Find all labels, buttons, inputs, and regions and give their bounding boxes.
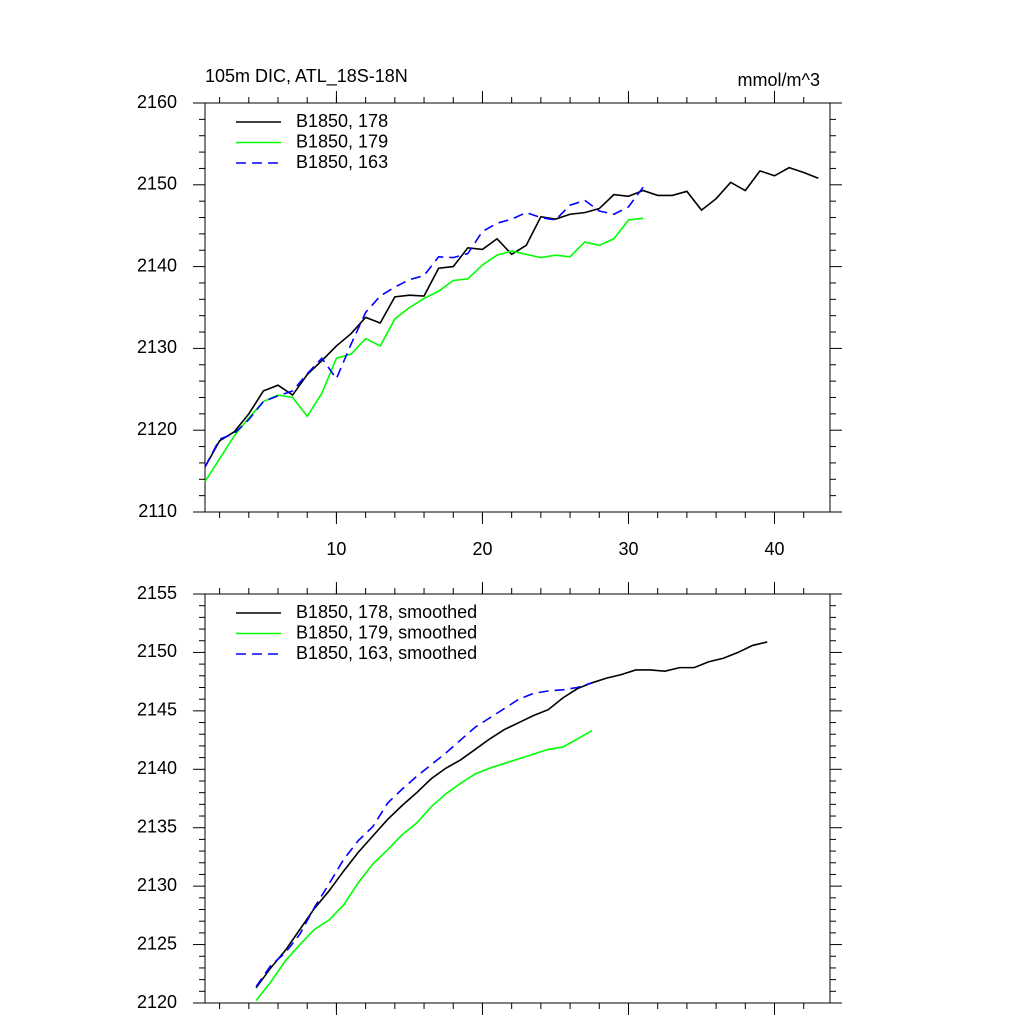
plot-frame [204,593,831,1004]
legend-label: B1850, 163 [296,152,388,172]
y-tick-label: 2160 [137,92,177,112]
y-tick-label: 2150 [137,641,177,661]
y-tick-label: 2155 [137,583,177,603]
y-tick-label: 2130 [137,337,177,357]
y-tick-label: 2120 [137,419,177,439]
legend-label: B1850, 179, smoothed [296,622,477,642]
y-tick-label: 2120 [137,992,177,1012]
y-tick-label: 2145 [137,700,177,720]
y-tick-label: 2140 [137,758,177,778]
x-tick-label: 30 [618,539,638,559]
data-line [204,217,644,483]
data-line [204,186,644,468]
legend-label: B1850, 163, smoothed [296,643,477,663]
y-tick-label: 2140 [137,255,177,275]
y-tick-label: 2125 [137,933,177,953]
x-tick-label: 40 [764,539,784,559]
y-tick-label: 2130 [137,875,177,895]
data-line [255,682,593,988]
x-tick-label: 10 [326,539,346,559]
x-tick-label: 20 [472,539,492,559]
plot-frame [204,102,831,513]
y-tick-label: 2150 [137,174,177,194]
data-line [204,166,819,468]
chart-title: 105m DIC, ATL_18S-18N [205,66,408,87]
data-line [255,641,768,989]
legend-label: B1850, 179 [296,131,388,151]
units-label: mmol/m^3 [738,70,820,90]
y-tick-label: 2110 [138,501,177,521]
legend-label: B1850, 178 [296,111,388,131]
legend-label: B1850, 178, smoothed [296,602,477,622]
data-line [255,730,593,1002]
y-tick-label: 2135 [137,816,177,836]
